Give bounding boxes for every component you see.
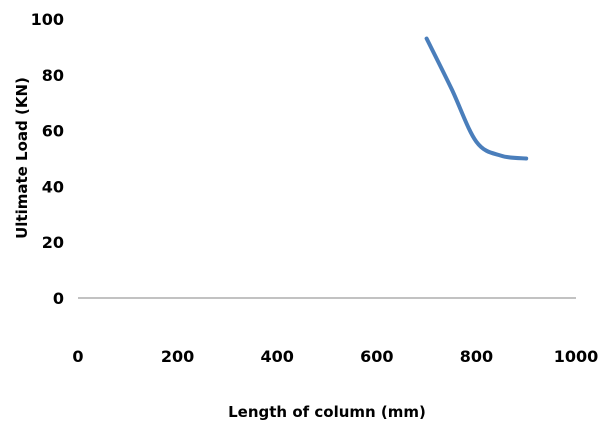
x-axis-title: Length of column (mm) bbox=[228, 403, 426, 421]
x-tick-label: 800 bbox=[460, 347, 493, 366]
y-axis-title: Ultimate Load (KN) bbox=[13, 77, 31, 239]
x-tick-label: 400 bbox=[260, 347, 293, 366]
x-axis-ticks: 0 200 400 600 800 1000 bbox=[72, 347, 598, 366]
y-tick-label: 40 bbox=[42, 177, 64, 196]
series-line-0 bbox=[424, 36, 529, 161]
y-tick-label: 60 bbox=[42, 122, 64, 141]
x-tick-label: 1000 bbox=[554, 347, 599, 366]
x-tick-label: 200 bbox=[161, 347, 194, 366]
y-axis-ticks: 0 20 40 60 80 100 bbox=[31, 10, 64, 308]
series-layer bbox=[424, 36, 529, 161]
y-tick-label: 100 bbox=[31, 10, 64, 29]
y-tick-label: 20 bbox=[42, 233, 64, 252]
y-tick-label: 0 bbox=[53, 289, 64, 308]
x-tick-label: 600 bbox=[360, 347, 393, 366]
y-tick-label: 80 bbox=[42, 66, 64, 85]
x-tick-label: 0 bbox=[72, 347, 83, 366]
